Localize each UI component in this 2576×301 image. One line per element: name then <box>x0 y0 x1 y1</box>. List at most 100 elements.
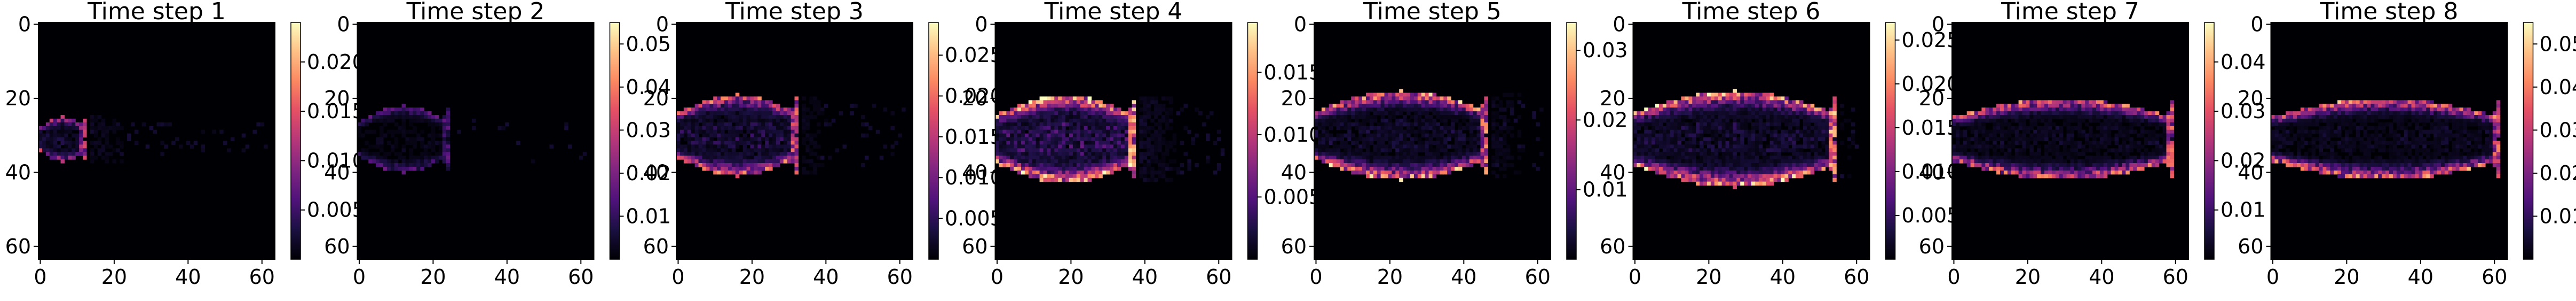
colorbar-tick-label: 0.01 <box>1583 178 1628 202</box>
colorbar-tick-label: 0.01 <box>2540 204 2576 228</box>
x-tick-label: 60 <box>2482 265 2507 289</box>
heatmap-image <box>1952 22 2188 259</box>
colorbar-tick-label: 0.015 <box>307 99 365 123</box>
x-tick-label: 20 <box>2015 265 2041 289</box>
y-tick-label: 20 <box>1919 87 1945 110</box>
colorbar-tick-label: 0.05 <box>626 32 671 56</box>
heatmap-image <box>676 22 913 259</box>
x-tick-label: 60 <box>1206 265 1231 289</box>
x-tick-label: 40 <box>494 265 520 289</box>
colorbar-tick-label: 0.04 <box>2540 75 2576 99</box>
x-tick-label: 0 <box>34 265 46 289</box>
colorbar-tick-label: 0.020 <box>945 84 1003 107</box>
x-tick-label: 40 <box>1451 265 1476 289</box>
x-tick-label: 40 <box>1132 265 1158 289</box>
y-tick-label: 20 <box>5 87 31 110</box>
y-tick-label: 60 <box>5 235 31 258</box>
heatmap-image <box>1314 22 1551 259</box>
x-tick-label: 20 <box>1058 265 1084 289</box>
colorbar <box>2204 22 2215 260</box>
y-tick-label: 0 <box>1294 12 1307 36</box>
colorbar-tick-label: 0.015 <box>1902 116 1960 140</box>
y-tick-label: 60 <box>643 235 669 258</box>
x-tick-label: 60 <box>568 265 594 289</box>
colorbar-tick-label: 0.02 <box>1583 108 1628 132</box>
colorbar <box>2523 22 2534 260</box>
colorbar-tick-label: 0.03 <box>1583 38 1628 62</box>
x-tick-label: 40 <box>813 265 839 289</box>
colorbar-tick-label: 0.015 <box>945 125 1003 149</box>
colorbar-tick-label: 0.015 <box>1264 60 1322 84</box>
y-tick-label: 0 <box>656 12 669 36</box>
colorbar <box>928 22 939 260</box>
axes-frame <box>38 22 275 260</box>
x-tick-label: 20 <box>1696 265 1721 289</box>
panel-1: Time step 10 20 40 6002040600.0050.0100.015… <box>5 0 365 289</box>
x-tick-label: 20 <box>739 265 765 289</box>
x-tick-label: 20 <box>101 265 127 289</box>
panel-title: Time step 2 <box>406 0 545 25</box>
x-tick-label: 40 <box>175 265 201 289</box>
panel-8: Time step 8020406002040600.010.020.030.0… <box>2238 0 2576 289</box>
panel-title: Time step 8 <box>2320 0 2459 25</box>
panel-title: Time step 6 <box>1682 0 1821 25</box>
panel-title: Time step 5 <box>1363 0 1502 25</box>
x-tick-label: 0 <box>1309 265 1322 289</box>
colorbar-tick-label: 0.03 <box>626 118 671 142</box>
colorbar-tick-label: 0.02 <box>2221 149 2266 172</box>
axes-frame <box>1314 22 1551 260</box>
colorbar-tick-label: 0.005 <box>1902 204 1960 227</box>
x-tick-label: 20 <box>2334 265 2359 289</box>
y-tick-label: 40 <box>1281 160 1307 184</box>
panel-title: Time step 1 <box>87 0 226 25</box>
x-tick-label: 0 <box>1629 265 1641 289</box>
y-tick-label: 0 <box>337 12 350 36</box>
y-tick-label: 20 <box>962 87 987 110</box>
y-tick-label: 20 <box>324 87 350 110</box>
x-tick-label: 0 <box>353 265 366 289</box>
y-tick-label: 0 <box>18 12 31 36</box>
y-tick-label: 40 <box>2238 160 2263 184</box>
x-tick-label: 60 <box>249 265 275 289</box>
y-tick-label: 20 <box>643 87 669 110</box>
x-tick-label: 0 <box>2266 265 2279 289</box>
panel-3: Time step 30 20 40 6002040600.0050.0100.015… <box>643 0 1003 289</box>
y-tick-label: 40 <box>5 160 31 184</box>
colorbar-tick-label: 0.04 <box>2221 50 2266 74</box>
axes-frame <box>1632 22 1870 260</box>
panel-2: Time step 20 20 40 6002040600.010.020.030.0… <box>324 0 671 289</box>
colorbar-tick-label: 0.005 <box>307 198 365 222</box>
x-tick-label: 40 <box>2408 265 2433 289</box>
y-tick-label: 0 <box>1613 12 1625 36</box>
x-tick-label: 0 <box>1947 265 1960 289</box>
y-tick-label: 0 <box>1932 12 1945 36</box>
y-tick-label: 20 <box>1281 87 1307 110</box>
y-tick-label: 20 <box>2238 87 2263 110</box>
colorbar-tick-label: 0.03 <box>2540 118 2576 142</box>
x-tick-label: 60 <box>1525 265 1551 289</box>
colorbar-tick-label: 0.010 <box>1264 123 1322 146</box>
x-tick-label: 40 <box>1770 265 1796 289</box>
x-tick-label: 60 <box>887 265 913 289</box>
colorbar-tick-label: 0.010 <box>945 166 1003 189</box>
axes-frame <box>676 22 913 260</box>
colorbar <box>1566 22 1577 260</box>
y-tick-label: 60 <box>1919 235 1945 258</box>
y-tick-label: 40 <box>1919 160 1945 184</box>
colorbar-tick-label: 0.01 <box>2221 198 2266 222</box>
y-tick-label: 60 <box>324 235 350 258</box>
y-tick-label: 40 <box>962 160 987 184</box>
x-tick-label: 0 <box>991 265 1003 289</box>
y-tick-label: 40 <box>1600 160 1625 184</box>
y-tick-label: 0 <box>2250 12 2263 36</box>
x-tick-label: 60 <box>2163 265 2188 289</box>
colorbar-tick-label: 0.03 <box>2221 99 2266 123</box>
x-tick-label: 0 <box>671 265 684 289</box>
x-tick-label: 20 <box>420 265 446 289</box>
axes-frame <box>994 22 1232 260</box>
colorbar-tick-label: 0.005 <box>945 207 1003 230</box>
heatmap-image <box>38 22 275 259</box>
x-tick-label: 60 <box>1844 265 1869 289</box>
